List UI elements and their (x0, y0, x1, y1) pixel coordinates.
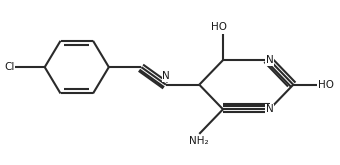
Text: N: N (266, 55, 273, 65)
Text: N: N (266, 104, 273, 114)
Text: NH₂: NH₂ (189, 136, 209, 146)
Text: HO: HO (318, 80, 334, 90)
Text: N: N (162, 71, 170, 81)
Text: HO: HO (211, 22, 227, 32)
Text: Cl: Cl (4, 62, 15, 72)
